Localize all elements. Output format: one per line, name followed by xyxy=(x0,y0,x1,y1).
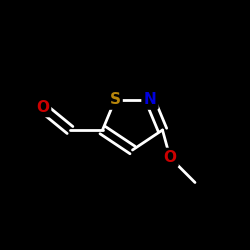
Text: O: O xyxy=(36,100,49,115)
Text: O: O xyxy=(164,150,176,165)
Text: N: N xyxy=(144,92,156,108)
Text: S: S xyxy=(110,92,120,108)
